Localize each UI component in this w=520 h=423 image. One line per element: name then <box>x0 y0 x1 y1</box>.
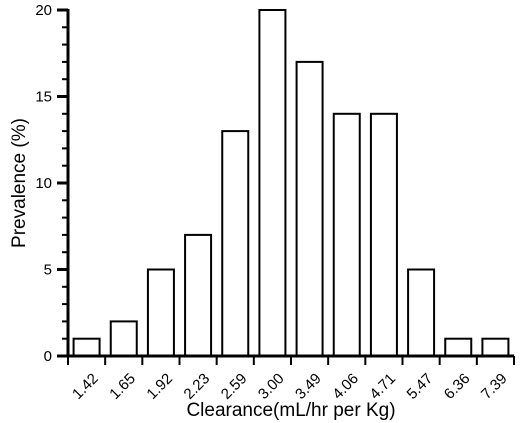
y-tick-label: 10 <box>35 175 52 192</box>
x-tick-label: 5.47 <box>404 370 437 403</box>
bar-1.65 <box>109 320 138 357</box>
x-tick-label: 7.39 <box>478 370 511 403</box>
bar-5.47 <box>407 268 436 357</box>
y-tick-label: 15 <box>35 89 52 106</box>
bar-4.06 <box>332 112 361 357</box>
y-tick-label: 20 <box>35 2 52 19</box>
x-tick-label: 6.36 <box>441 370 474 403</box>
y-axis-title: Prevalence (%) <box>9 118 30 248</box>
x-tick-label: 3.49 <box>292 370 325 403</box>
bar-1.42 <box>72 337 101 358</box>
bar-2.23 <box>184 233 213 357</box>
y-tick-label: 5 <box>44 262 52 279</box>
bar-4.71 <box>369 112 398 357</box>
y-tick-label: 0 <box>44 348 52 365</box>
x-tick-label: 1.42 <box>69 370 102 403</box>
x-tick-label: 3.00 <box>255 370 288 403</box>
bar-3.49 <box>295 60 324 358</box>
x-axis-title: Clearance(mL/hr per Kg) <box>186 400 395 421</box>
x-axis: 1.42 1.65 1.92 2.23 2.59 3.00 3.49 4.06 4.71 5.47… <box>67 354 515 403</box>
bars <box>72 9 510 358</box>
y-axis: 0 5 10 15 20 <box>35 2 70 365</box>
x-tick-label: 1.65 <box>106 370 139 403</box>
x-tick-label: 2.23 <box>181 370 214 403</box>
bar-7.39 <box>481 337 510 358</box>
x-tick-label: 2.59 <box>218 370 251 403</box>
bar-3.00 <box>258 9 287 357</box>
bar-1.92 <box>146 268 175 357</box>
x-tick-label: 1.92 <box>143 370 176 403</box>
x-tick-label: 4.71 <box>366 370 399 403</box>
bar-2.59 <box>221 130 250 357</box>
x-tick-label: 4.06 <box>329 370 362 403</box>
bar-6.36 <box>444 337 473 358</box>
